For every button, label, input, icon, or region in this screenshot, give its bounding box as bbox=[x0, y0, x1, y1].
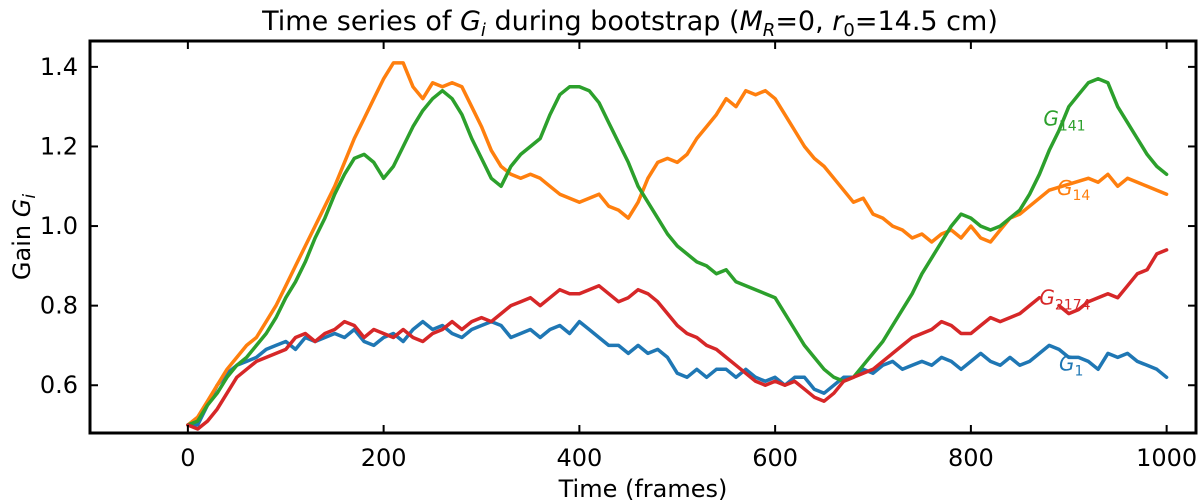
x-tick-label: 200 bbox=[361, 444, 407, 472]
tick-layer: 0 200 400 600 800 1000 0.6 0.8 1.0 1.2 1.4 bbox=[40, 41, 1197, 472]
series-layer bbox=[186, 61, 1169, 431]
y-axis-title: Gain Gi bbox=[8, 194, 40, 280]
plot-frame bbox=[88, 39, 1198, 435]
y-tick-label: 1.0 bbox=[40, 212, 78, 240]
x-tick-label: 0 bbox=[180, 444, 195, 472]
x-tick-label: 1000 bbox=[1136, 444, 1197, 472]
x-tick-label: 800 bbox=[948, 444, 994, 472]
series-label-g-141: G141 bbox=[1043, 107, 1085, 135]
series-line-g-2174 bbox=[186, 248, 1169, 431]
x-tick-label: 600 bbox=[752, 444, 798, 472]
x-axis-title: Time (frames) bbox=[558, 475, 728, 503]
y-tick-label: 0.6 bbox=[40, 371, 78, 399]
series-label-g-14: G14 bbox=[1057, 176, 1090, 204]
series-line-g-1 bbox=[186, 319, 1169, 427]
series-label-g-1: G1 bbox=[1059, 351, 1083, 379]
series-label-g-2174: G2174 bbox=[1039, 286, 1090, 314]
series-line-g-14 bbox=[186, 61, 1169, 427]
y-tick-label: 1.2 bbox=[40, 132, 78, 160]
y-tick-label: 1.4 bbox=[40, 53, 78, 81]
series-line-g-141 bbox=[186, 77, 1169, 427]
series-label-layer: G1 G14 G141 G2174 bbox=[1039, 107, 1090, 380]
x-tick-label: 400 bbox=[556, 444, 602, 472]
chart-title: Time series of Gi during bootstrap (MR=0… bbox=[261, 6, 998, 41]
y-tick-label: 0.8 bbox=[40, 292, 78, 320]
